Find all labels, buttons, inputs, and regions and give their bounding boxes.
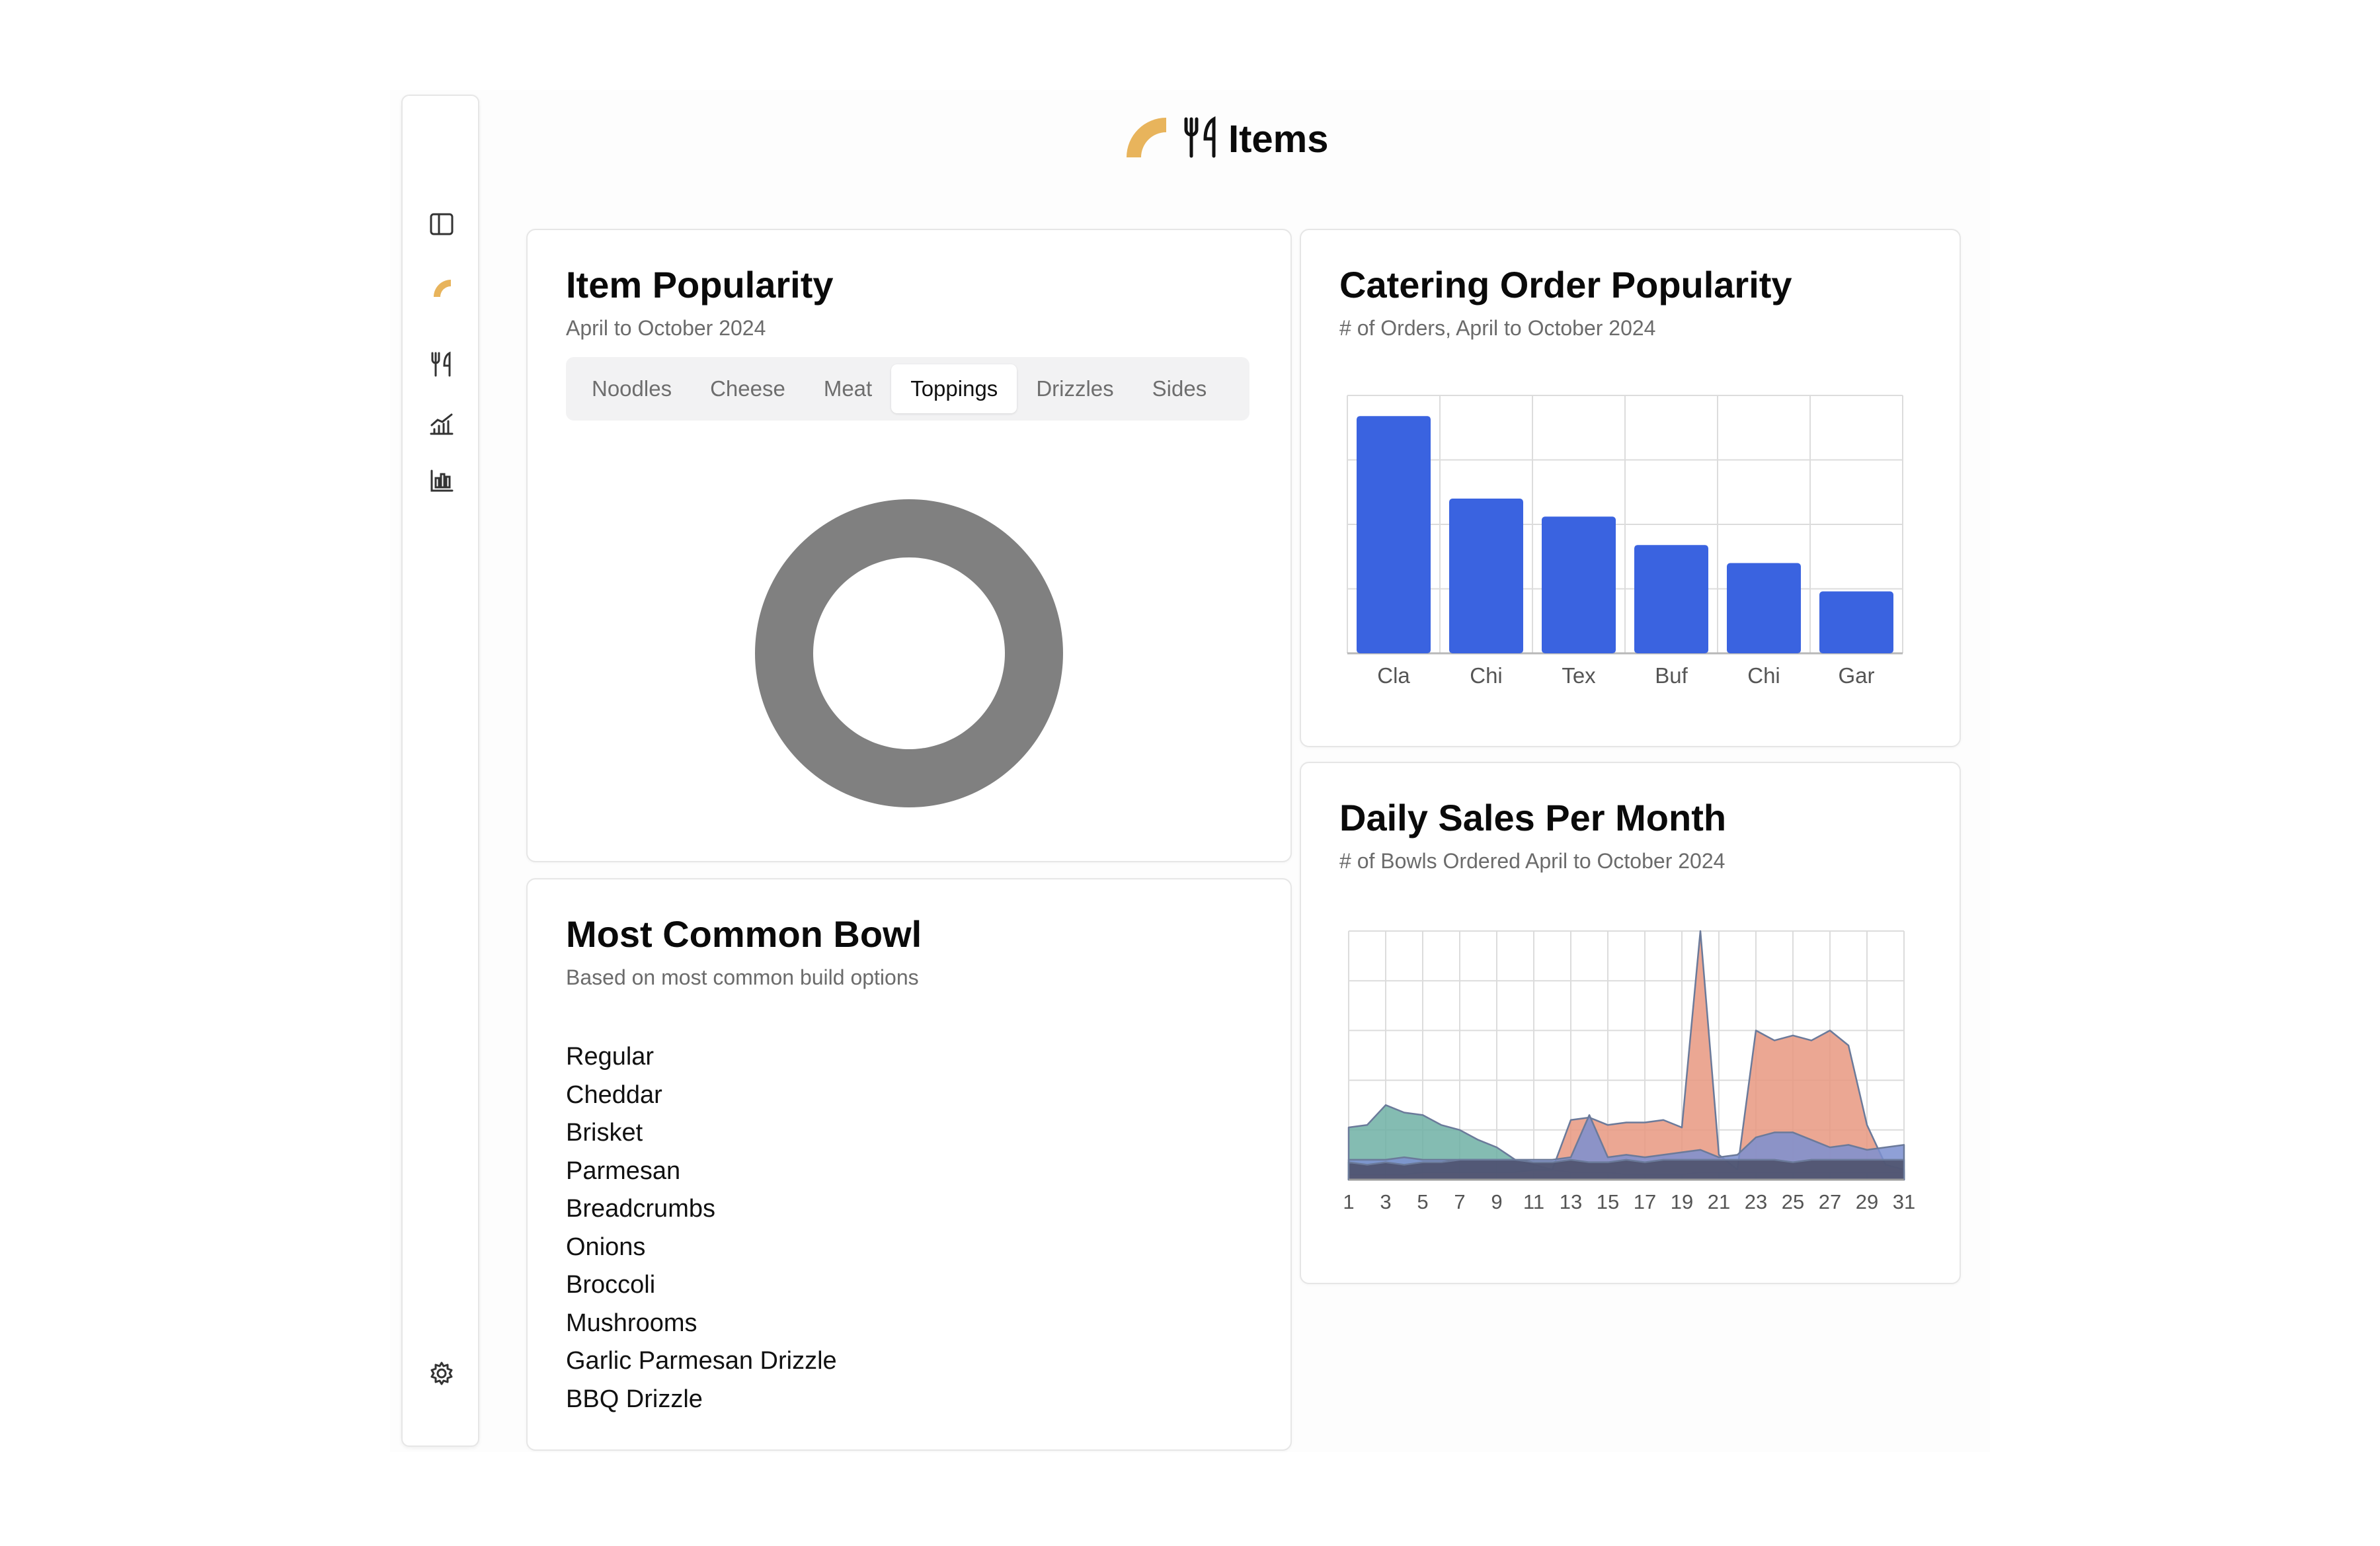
donut-chart bbox=[754, 499, 1063, 807]
bar[interactable] bbox=[1727, 563, 1801, 654]
tab-meat[interactable]: Meat bbox=[823, 376, 873, 401]
list-item: Broccoli bbox=[566, 1271, 656, 1299]
list-item: Cheddar bbox=[566, 1080, 662, 1109]
bar[interactable] bbox=[1634, 545, 1708, 653]
page-title: Items bbox=[1228, 117, 1329, 161]
list-item: Regular bbox=[566, 1043, 654, 1071]
sidebar bbox=[401, 95, 479, 1447]
sidebar-toggle-icon[interactable] bbox=[403, 204, 481, 244]
x-tick-label: 19 bbox=[1671, 1190, 1693, 1213]
tab-toppings[interactable]: Toppings bbox=[891, 364, 1017, 413]
tab-drizzles[interactable]: Drizzles bbox=[1036, 376, 1114, 401]
bar[interactable] bbox=[1542, 516, 1616, 653]
bar[interactable] bbox=[1819, 591, 1893, 653]
daily-sales-area-chart: 1 3 5 7 9 11 13 15 17 19 21 23 25 27 29 31 bbox=[1343, 930, 1915, 1213]
page-header: Items bbox=[1124, 106, 1329, 172]
utensils-icon[interactable] bbox=[403, 345, 481, 384]
card-subtitle: # of Orders, April to October 2024 bbox=[1339, 316, 1656, 340]
x-tick-label: Chi bbox=[1747, 663, 1780, 688]
app-logo-icon[interactable] bbox=[403, 268, 481, 307]
card-title: Catering Order Popularity bbox=[1339, 264, 1792, 305]
list-item: Onions bbox=[566, 1233, 646, 1261]
daily-sales-card: Daily Sales Per Month # of Bowls Ordered… bbox=[1300, 762, 1961, 1284]
x-tick-label: Chi bbox=[1470, 663, 1503, 688]
x-tick-label: 3 bbox=[1380, 1190, 1391, 1213]
x-tick-label: 29 bbox=[1856, 1190, 1878, 1213]
line-chart-icon[interactable] bbox=[403, 404, 481, 444]
area-series[interactable] bbox=[1347, 1159, 1905, 1181]
card-title: Most Common Bowl bbox=[566, 913, 922, 955]
x-tick-label: 11 bbox=[1523, 1190, 1544, 1213]
card-title: Daily Sales Per Month bbox=[1339, 797, 1727, 838]
x-tick-label: 1 bbox=[1343, 1190, 1354, 1213]
card-subtitle: # of Bowls Ordered April to October 2024 bbox=[1339, 849, 1726, 873]
most-common-bowl-card: Most Common Bowl Based on most common bu… bbox=[526, 878, 1292, 1451]
bar-chart-icon[interactable] bbox=[403, 461, 481, 501]
x-tick-label: 13 bbox=[1560, 1190, 1582, 1213]
category-tabs: Noodles Cheese Meat Toppings Drizzles Si… bbox=[566, 357, 1250, 421]
item-popularity-card: Item Popularity April to October 2024 No… bbox=[526, 229, 1292, 862]
list-item: Mushrooms bbox=[566, 1309, 697, 1337]
list-item: Parmesan bbox=[566, 1157, 681, 1185]
x-tick-label: 27 bbox=[1819, 1190, 1841, 1213]
catering-card: Catering Order Popularity # of Orders, A… bbox=[1300, 229, 1961, 747]
tab-cheese[interactable]: Cheese bbox=[710, 376, 785, 401]
x-tick-label: Gar bbox=[1838, 663, 1874, 688]
bowl-options-list: Regular Cheddar Brisket Parmesan Breadcr… bbox=[566, 1038, 837, 1418]
x-tick-label: 23 bbox=[1745, 1190, 1767, 1213]
card-title: Item Popularity bbox=[566, 264, 834, 305]
x-tick-label: Cla bbox=[1377, 663, 1410, 688]
list-item: Garlic Parmesan Drizzle bbox=[566, 1347, 837, 1375]
card-subtitle: Based on most common build options bbox=[566, 965, 919, 989]
tab-noodles[interactable]: Noodles bbox=[592, 376, 672, 401]
app-logo-icon bbox=[1124, 115, 1169, 163]
x-tick-label: 15 bbox=[1597, 1190, 1619, 1213]
x-tick-label: 9 bbox=[1491, 1190, 1502, 1213]
x-tick-label: 31 bbox=[1893, 1190, 1915, 1213]
tab-sides[interactable]: Sides bbox=[1152, 376, 1207, 401]
catering-bar-chart: Cla Chi Tex Buf Chi Gar bbox=[1347, 395, 1903, 688]
donut-slice bbox=[754, 499, 1063, 807]
x-tick-label: 17 bbox=[1634, 1190, 1656, 1213]
x-tick-label: 7 bbox=[1454, 1190, 1465, 1213]
bar[interactable] bbox=[1357, 416, 1431, 653]
list-item: BBQ Drizzle bbox=[566, 1385, 703, 1413]
bar[interactable] bbox=[1449, 499, 1523, 653]
utensils-icon bbox=[1182, 116, 1219, 162]
settings-gear-icon[interactable] bbox=[403, 1354, 481, 1393]
x-tick-label: 21 bbox=[1708, 1190, 1730, 1213]
x-tick-label: 25 bbox=[1782, 1190, 1804, 1213]
list-item: Breadcrumbs bbox=[566, 1195, 715, 1223]
list-item: Brisket bbox=[566, 1119, 643, 1147]
x-tick-label: 5 bbox=[1417, 1190, 1428, 1213]
x-tick-label: Buf bbox=[1655, 663, 1688, 688]
card-subtitle: April to October 2024 bbox=[566, 316, 766, 340]
x-tick-label: Tex bbox=[1562, 663, 1596, 688]
